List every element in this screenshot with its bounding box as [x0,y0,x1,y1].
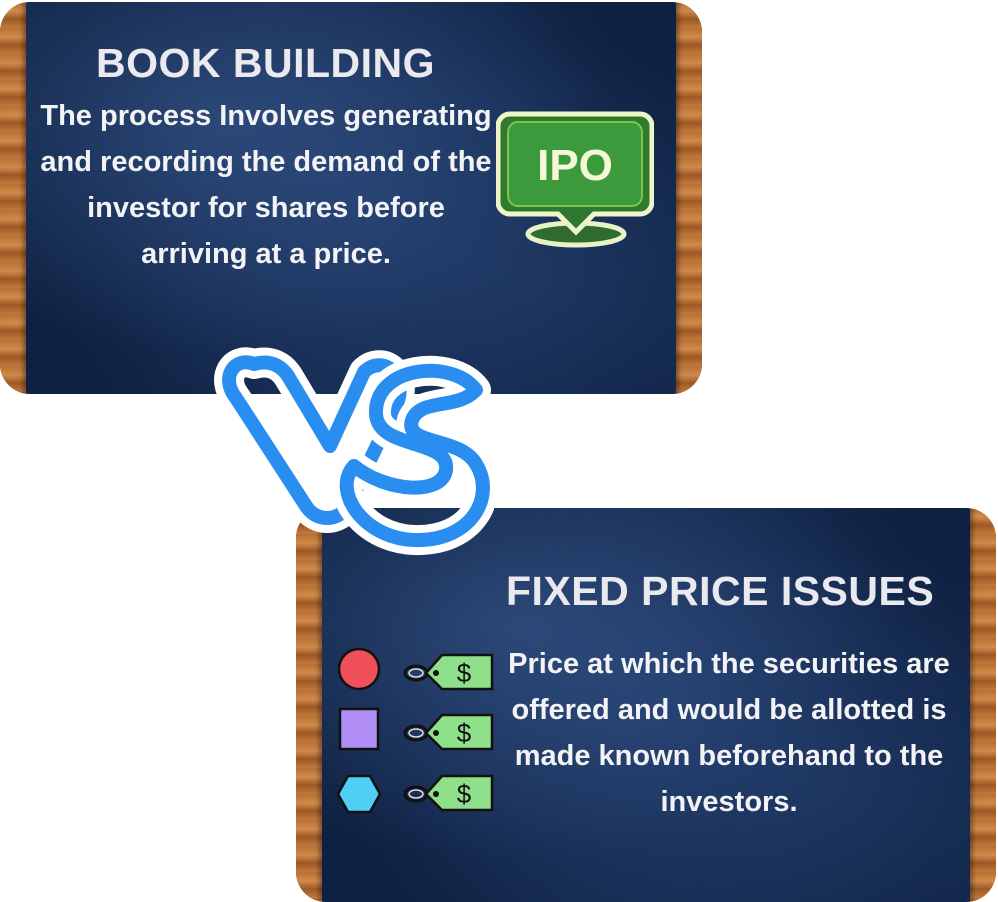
price-tag-icon: $ [403,653,494,691]
price-tag-row: $ [336,705,498,755]
wood-frame-left [296,508,322,902]
book-building-description: The process Involves generating and reco… [40,100,492,270]
vs-icon [214,328,498,571]
svg-text:$: $ [457,658,472,688]
svg-text:$: $ [457,779,472,809]
price-tag-icon: $ [403,713,494,751]
wood-frame-right [970,508,996,902]
ipo-label: IPO [537,141,613,190]
wood-frame-left [0,2,26,394]
purple-square-icon [338,707,380,751]
chalkboard-surface [322,508,970,902]
fixed-price-issues-title: FIXED PRICE ISSUES [506,568,935,614]
ipo-speech-bubble-icon: IPO [495,108,655,255]
price-tag-icon: $ [403,774,494,812]
fixed-price-issues-description: Price at which the securities are offere… [508,648,950,818]
red-circle-icon [337,647,381,691]
price-tag-row: $ [336,645,498,695]
price-tag-row: $ [336,768,498,818]
book-building-title: BOOK BUILDING [96,40,436,86]
wood-frame-right [676,2,702,394]
fixed-price-issues-card [296,508,996,902]
cyan-hexagon-icon [336,774,382,814]
svg-text:$: $ [457,718,472,748]
